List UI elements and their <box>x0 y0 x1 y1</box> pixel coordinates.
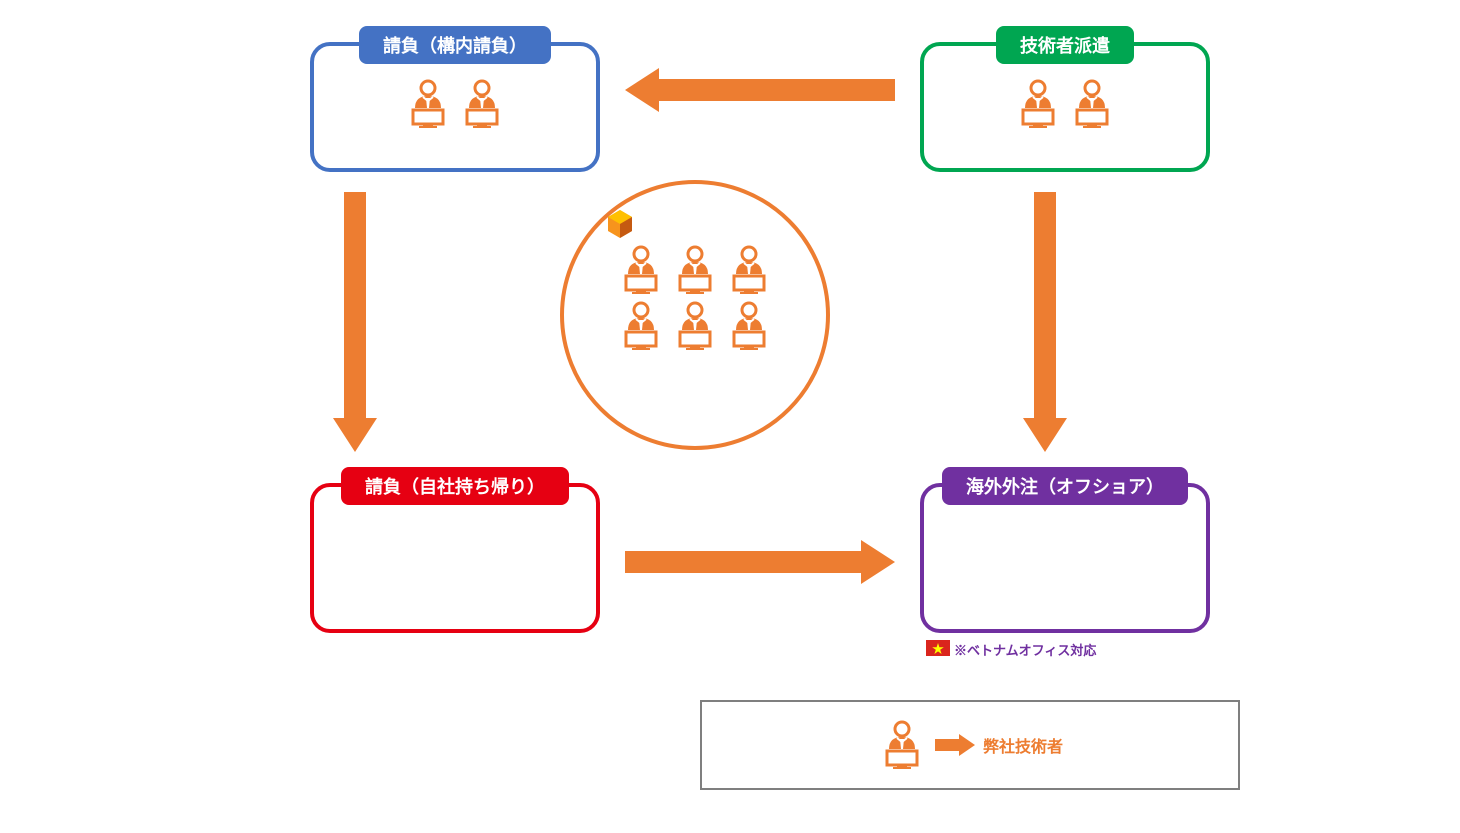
box-contract-inhouse-label: 請負（自社持ち帰り） <box>341 467 569 505</box>
workers-center <box>610 244 780 352</box>
worker-icon <box>403 78 453 130</box>
hex-logo-icon <box>608 210 636 240</box>
box-contract-inhouse: 請負（自社持ち帰り） <box>310 483 600 633</box>
box-dispatch-label: 技術者派遣 <box>996 26 1134 64</box>
worker-icon <box>670 300 720 352</box>
worker-icon <box>724 244 774 296</box>
arrow-top-right-to-left <box>625 68 895 112</box>
worker-icon <box>616 244 666 296</box>
worker-icon <box>1013 78 1063 130</box>
legend-box: 弊社技術者 <box>700 700 1240 790</box>
arrow-legend-icon <box>935 734 975 756</box>
workers-dispatch <box>1005 78 1125 130</box>
worker-icon <box>457 78 507 130</box>
offshore-footnote: ※ベトナムオフィス対応 <box>954 640 1096 659</box>
workers-onsite <box>395 78 515 130</box>
worker-icon <box>724 300 774 352</box>
box-contract-onsite: 請負（構内請負） <box>310 42 600 172</box>
box-dispatch: 技術者派遣 <box>920 42 1210 172</box>
worker-icon <box>670 244 720 296</box>
arrow-bottom-left-to-right <box>625 540 895 584</box>
worker-icon <box>877 719 927 771</box>
worker-icon <box>1067 78 1117 130</box>
flag-vietnam-icon <box>926 640 950 656</box>
box-contract-onsite-label: 請負（構内請負） <box>359 26 551 64</box>
box-offshore-label: 海外外注（オフショア） <box>942 467 1188 505</box>
legend-label: 弊社技術者 <box>983 733 1063 757</box>
box-offshore: 海外外注（オフショア） <box>920 483 1210 633</box>
arrow-right-down <box>1023 192 1067 452</box>
arrow-left-down <box>333 192 377 452</box>
worker-icon <box>616 300 666 352</box>
center-circle <box>560 180 830 450</box>
